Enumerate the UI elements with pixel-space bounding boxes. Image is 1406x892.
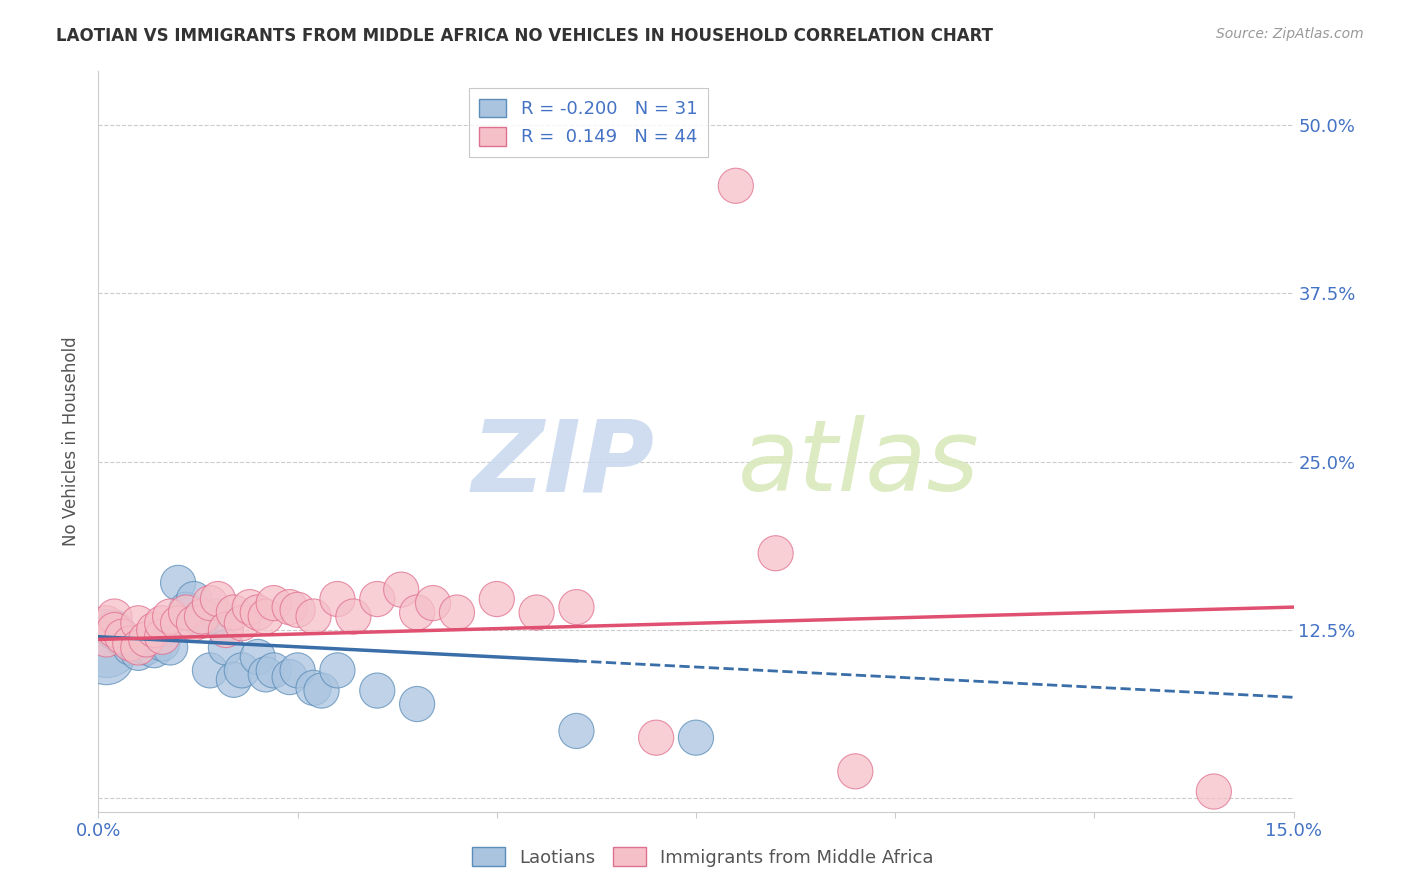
Text: atlas: atlas xyxy=(738,416,980,512)
Point xyxy=(231,664,253,678)
Point xyxy=(326,592,349,607)
Point xyxy=(724,178,747,193)
Point xyxy=(96,632,118,647)
Point xyxy=(406,697,429,711)
Point xyxy=(174,606,197,620)
Point xyxy=(485,592,508,607)
Point xyxy=(565,723,588,738)
Point xyxy=(143,643,166,657)
Point xyxy=(254,609,277,624)
Point xyxy=(111,632,134,647)
Point xyxy=(239,600,262,615)
Point xyxy=(246,649,269,664)
Point xyxy=(120,636,142,650)
Point xyxy=(96,616,118,631)
Y-axis label: No Vehicles in Household: No Vehicles in Household xyxy=(62,336,80,547)
Point xyxy=(311,683,333,698)
Point xyxy=(191,609,214,624)
Point xyxy=(565,600,588,615)
Point xyxy=(135,640,157,655)
Point xyxy=(96,636,118,650)
Point xyxy=(422,596,444,610)
Point xyxy=(254,667,277,681)
Point xyxy=(191,614,214,628)
Text: ZIP: ZIP xyxy=(471,416,654,512)
Point xyxy=(366,592,388,607)
Point xyxy=(302,609,325,624)
Point xyxy=(198,596,221,610)
Legend: Laotians, Immigrants from Middle Africa: Laotians, Immigrants from Middle Africa xyxy=(465,840,941,874)
Point xyxy=(135,632,157,647)
Point xyxy=(278,600,301,615)
Point xyxy=(150,616,173,631)
Point xyxy=(111,630,134,644)
Point xyxy=(167,616,190,631)
Point xyxy=(645,731,668,745)
Legend: R = -0.200   N = 31, R =  0.149   N = 44: R = -0.200 N = 31, R = 0.149 N = 44 xyxy=(468,87,709,157)
Point xyxy=(215,640,238,655)
Point xyxy=(263,596,285,610)
Point xyxy=(287,664,309,678)
Point xyxy=(326,664,349,678)
Point xyxy=(342,609,364,624)
Point xyxy=(174,603,197,617)
Point xyxy=(127,640,149,655)
Point xyxy=(278,670,301,684)
Point xyxy=(143,623,166,637)
Point xyxy=(366,683,388,698)
Point xyxy=(159,609,181,624)
Text: LAOTIAN VS IMMIGRANTS FROM MIDDLE AFRICA NO VEHICLES IN HOUSEHOLD CORRELATION CH: LAOTIAN VS IMMIGRANTS FROM MIDDLE AFRICA… xyxy=(56,27,993,45)
Point xyxy=(685,731,707,745)
Point xyxy=(183,592,205,607)
Point xyxy=(183,616,205,631)
Point xyxy=(120,640,142,655)
Point xyxy=(446,606,468,620)
Point xyxy=(207,592,229,607)
Point xyxy=(526,606,548,620)
Point xyxy=(765,546,787,560)
Point xyxy=(159,640,181,655)
Point xyxy=(198,664,221,678)
Point xyxy=(406,606,429,620)
Point xyxy=(96,649,118,664)
Point xyxy=(150,630,173,644)
Point xyxy=(207,609,229,624)
Point xyxy=(246,606,269,620)
Point xyxy=(1202,784,1225,798)
Point xyxy=(103,623,125,637)
Point xyxy=(127,646,149,660)
Point xyxy=(287,603,309,617)
Point xyxy=(263,664,285,678)
Point xyxy=(167,575,190,590)
Point xyxy=(302,681,325,695)
Point xyxy=(222,606,245,620)
Point xyxy=(231,616,253,631)
Text: Source: ZipAtlas.com: Source: ZipAtlas.com xyxy=(1216,27,1364,41)
Point xyxy=(103,623,125,637)
Point xyxy=(389,582,412,597)
Point xyxy=(215,623,238,637)
Point xyxy=(103,609,125,624)
Point xyxy=(127,616,149,631)
Point xyxy=(844,764,866,779)
Point xyxy=(150,636,173,650)
Point xyxy=(222,673,245,687)
